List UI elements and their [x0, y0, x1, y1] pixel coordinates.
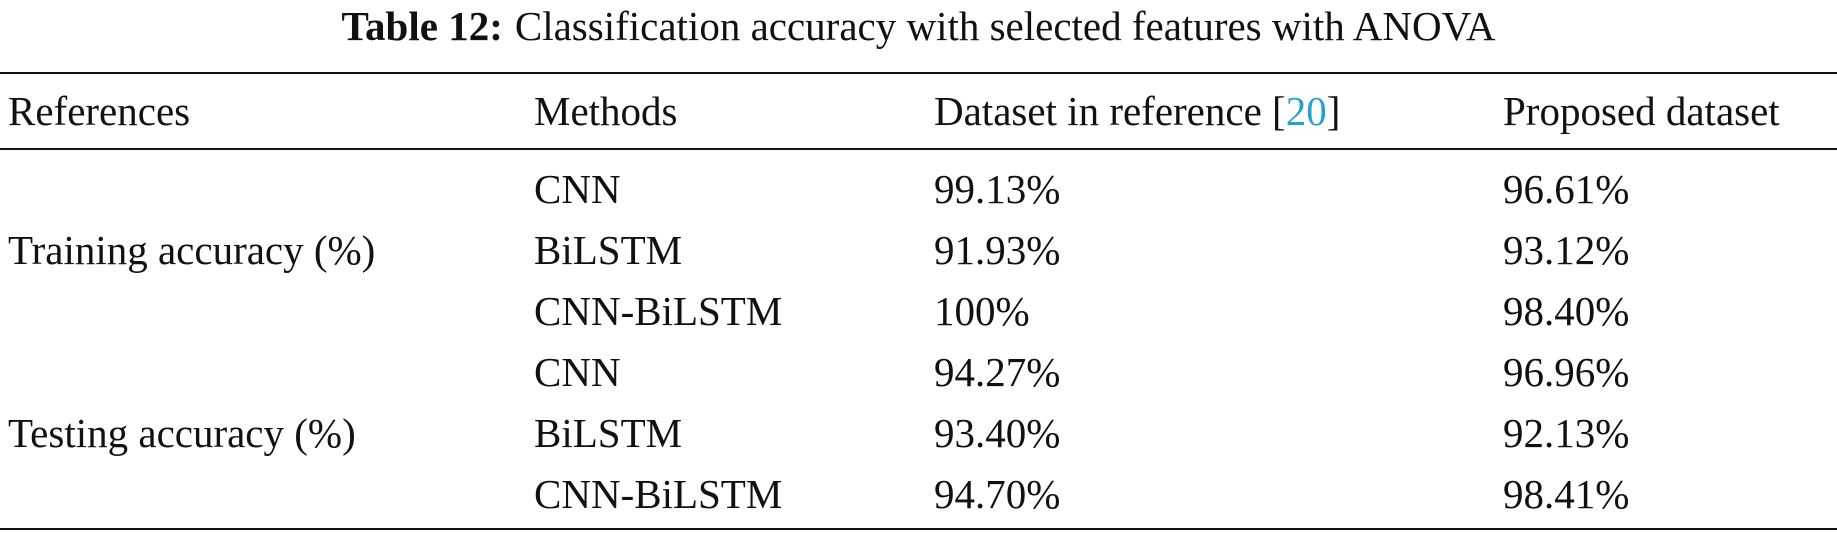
table-caption-label: Table 12:	[341, 3, 503, 49]
method-cell: BiLSTM	[534, 410, 683, 456]
method-cell: CNN	[534, 166, 621, 212]
method-cell: CNN	[534, 349, 621, 395]
table-bottom-rule	[0, 528, 1837, 530]
reference-value-cell: 94.27%	[934, 349, 1061, 395]
group-label-testing: Testing accuracy (%)	[8, 410, 356, 456]
proposed-value-cell: 93.12%	[1503, 227, 1630, 273]
table-caption: Table 12: Classification accuracy with se…	[0, 2, 1837, 50]
proposed-value-cell: 96.61%	[1503, 166, 1630, 212]
method-cell: CNN-BiLSTM	[534, 471, 783, 517]
reference-value-cell: 100%	[934, 288, 1030, 334]
header-methods: Methods	[534, 88, 678, 134]
proposed-value-cell: 98.41%	[1503, 471, 1630, 517]
header-dataset-reference-close: ]	[1326, 88, 1341, 134]
header-references: References	[8, 88, 191, 134]
table-caption-text: Classification accuracy with selected fe…	[514, 3, 1496, 49]
citation-link[interactable]: 20	[1285, 88, 1327, 134]
reference-value-cell: 93.40%	[934, 410, 1061, 456]
proposed-value-cell: 92.13%	[1503, 410, 1630, 456]
reference-value-cell: 94.70%	[934, 471, 1061, 517]
method-cell: BiLSTM	[534, 227, 683, 273]
reference-value-cell: 91.93%	[934, 227, 1061, 273]
header-dataset-reference-text: Dataset in reference [	[934, 88, 1286, 134]
method-cell: CNN-BiLSTM	[534, 288, 783, 334]
reference-value-cell: 99.13%	[934, 166, 1061, 212]
proposed-value-cell: 96.96%	[1503, 349, 1630, 395]
table-top-rule	[0, 72, 1837, 74]
header-dataset-reference: Dataset in reference [20]	[934, 87, 1340, 135]
table-header-rule	[0, 148, 1837, 150]
group-label-training: Training accuracy (%)	[8, 227, 376, 273]
header-proposed-dataset: Proposed dataset	[1503, 88, 1780, 134]
proposed-value-cell: 98.40%	[1503, 288, 1630, 334]
